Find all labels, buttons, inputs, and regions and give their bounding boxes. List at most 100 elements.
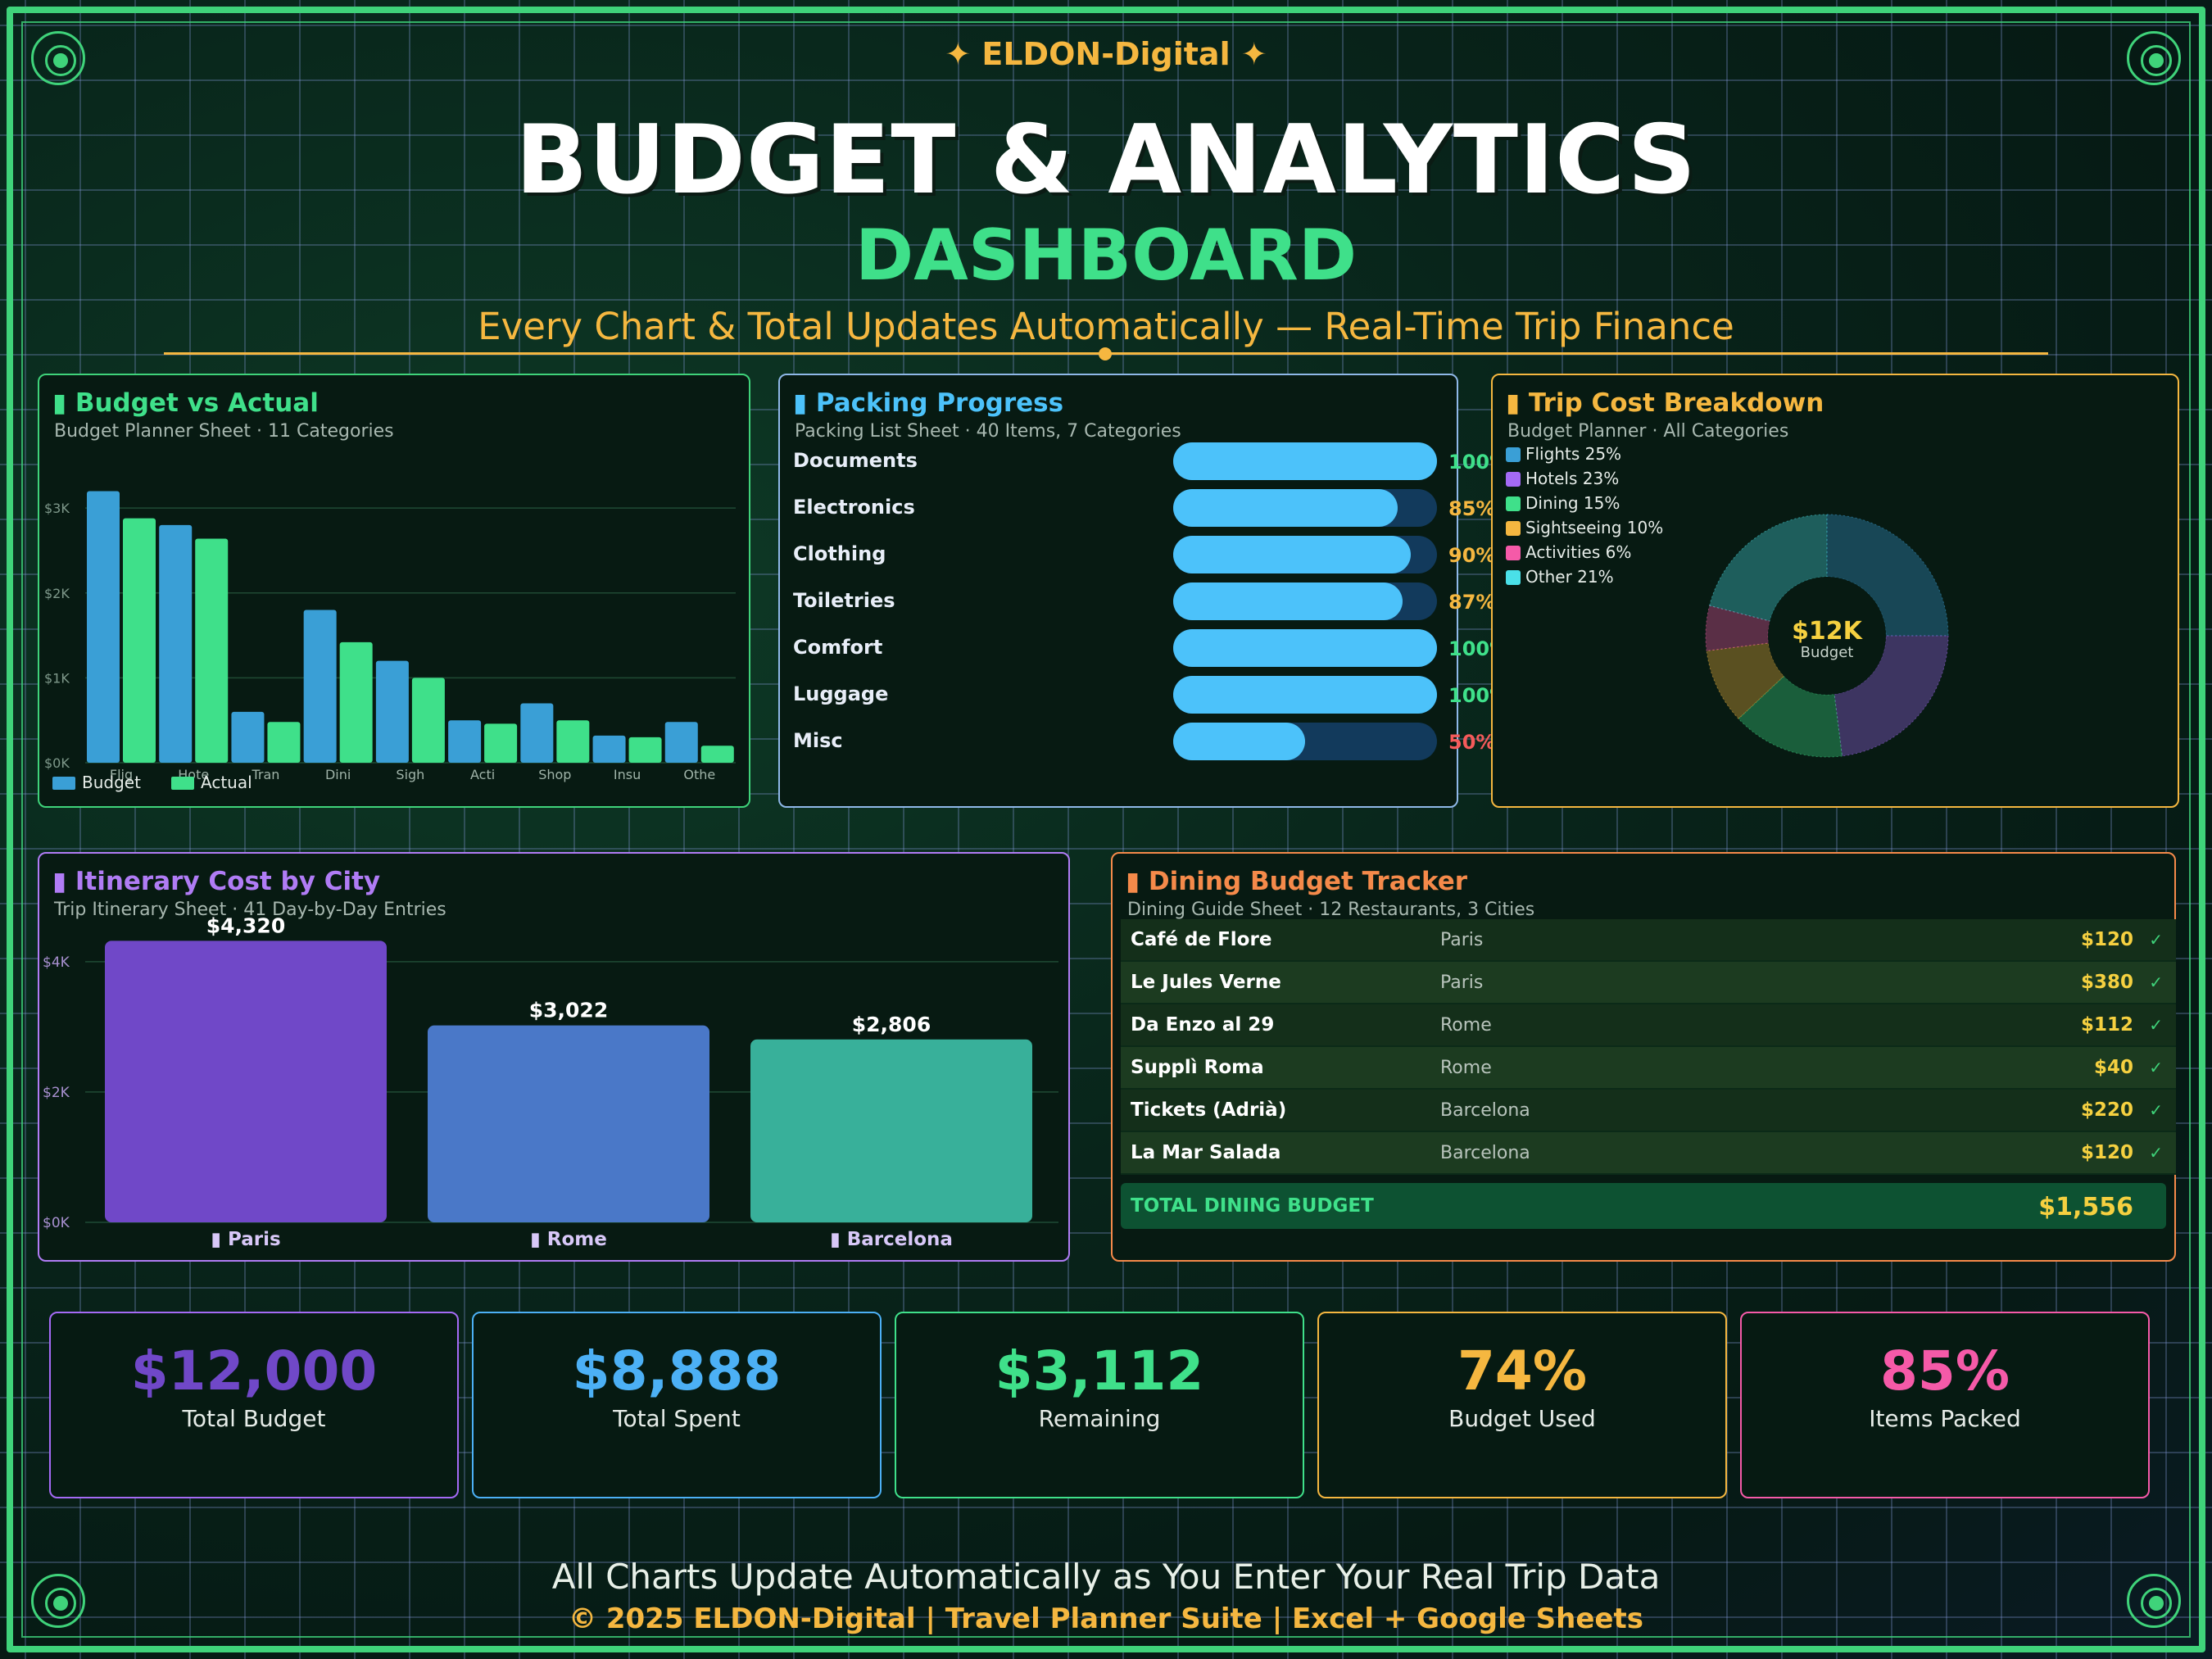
legend-label: Hotels 23% <box>1525 469 1620 488</box>
packing-category-label: Electronics <box>793 496 915 519</box>
y-tick-label: $3K <box>44 501 70 516</box>
divider-dot <box>1099 347 1112 360</box>
panel-title: ▮ Trip Cost Breakdown <box>1506 388 1824 418</box>
legend-swatch <box>52 777 75 790</box>
page-title: BUDGET & ANALYTICS <box>514 105 1697 215</box>
progress-fill <box>1173 442 1437 480</box>
progress-fill <box>1173 629 1437 667</box>
kpi-label: Total Budget <box>182 1405 326 1432</box>
corner-ornament-icon <box>31 1574 85 1628</box>
panel-subtitle: Budget Planner · All Categories <box>1507 421 1789 442</box>
panel-subtitle: Dining Guide Sheet · 12 Restaurants, 3 C… <box>1127 900 1535 920</box>
bar-actual <box>267 722 301 763</box>
panel-title: ▮ Dining Budget Tracker <box>1126 867 1468 896</box>
corner-ornament-icon <box>31 31 85 85</box>
bar-budget <box>664 722 698 763</box>
city-bar <box>750 1039 1032 1222</box>
bar-value-label: $3,022 <box>529 999 608 1022</box>
panel-subtitle: Packing List Sheet · 40 Items, 7 Categor… <box>795 421 1181 442</box>
pie-slice <box>1834 635 1949 757</box>
restaurant-name: Da Enzo al 29 <box>1131 1014 1275 1036</box>
x-tick-label: Dini <box>325 767 351 782</box>
kpi-label: Total Spent <box>613 1405 741 1432</box>
restaurant-name: Le Jules Verne <box>1131 972 1281 993</box>
table-row: Supplì Roma Rome $40 ✓ <box>1121 1047 2176 1090</box>
packing-category-label: Comfort <box>793 636 883 659</box>
donut-hole <box>1768 577 1886 695</box>
brand-name: ✦ ELDON-Digital ✦ <box>945 36 1267 72</box>
bar-actual <box>556 720 590 763</box>
trip-cost-panel: ▮ Trip Cost Breakdown Budget Planner · A… <box>1491 374 2179 808</box>
legend-label: Budget <box>82 773 141 792</box>
legend-label: Other 21% <box>1525 567 1614 587</box>
y-tick-label: $0K <box>44 755 70 771</box>
bar-budget <box>159 524 193 763</box>
bar-actual <box>339 641 373 763</box>
dining-total-value: $1,556 <box>2038 1193 2133 1222</box>
progress-track <box>1173 723 1437 760</box>
legend-label: Sightseeing 10% <box>1525 518 1664 537</box>
table-row: La Mar Salada Barcelona $120 ✓ <box>1121 1132 2176 1175</box>
progress-fill <box>1173 723 1305 760</box>
y-tick-label: $1K <box>44 670 70 686</box>
x-tick-label: ▮ Barcelona <box>830 1229 953 1250</box>
progress-percent: 87% <box>1448 591 1496 614</box>
restaurant-city: Rome <box>1440 1015 1492 1036</box>
bar-actual <box>628 737 662 763</box>
restaurant-price: $220 <box>2080 1099 2133 1121</box>
check-icon: ✓ <box>2149 1015 2163 1035</box>
progress-fill <box>1173 582 1403 620</box>
dining-table: Café de Flore Paris $120 ✓ Le Jules Vern… <box>1121 919 2176 1175</box>
panel-subtitle: Trip Itinerary Sheet · 41 Day-by-Day Ent… <box>54 900 446 920</box>
y-tick-label: $4K <box>43 954 70 971</box>
restaurant-price: $120 <box>2080 929 2133 950</box>
restaurant-name: Supplì Roma <box>1131 1057 1264 1078</box>
packing-row: Documents 100% <box>793 442 1509 482</box>
kpi-card-budget-used: 74% Budget Used <box>1317 1312 1727 1498</box>
table-row: Tickets (Adrià) Barcelona $220 ✓ <box>1121 1090 2176 1132</box>
packing-category-label: Misc <box>793 729 843 752</box>
legend-swatch <box>1506 472 1521 487</box>
y-tick-label: $2K <box>44 586 70 601</box>
kpi-card-total-budget: $12,000 Total Budget <box>49 1312 459 1498</box>
pie-slice <box>1709 514 1828 622</box>
bar-actual <box>411 678 445 763</box>
y-tick-label: $2K <box>43 1085 70 1101</box>
restaurant-city: Rome <box>1440 1058 1492 1078</box>
bar-budget <box>303 610 337 763</box>
legend-swatch <box>1506 447 1521 462</box>
donut-center-label: Budget <box>1801 644 1854 661</box>
progress-percent: 85% <box>1448 497 1496 520</box>
progress-track <box>1173 442 1437 480</box>
packing-row: Clothing 90% <box>793 536 1498 575</box>
progress-fill <box>1173 536 1411 573</box>
legend-label: Actual <box>201 773 252 792</box>
panel-title: ▮ Itinerary Cost by City <box>52 867 381 896</box>
itinerary-city-chart: $0K $2K $4K $4,320 ▮ Paris $3,022 ▮ Rome $2,806… <box>43 913 1058 1250</box>
legend-label: Activities 6% <box>1525 542 1632 562</box>
packing-category-label: Documents <box>793 449 918 472</box>
footer-copyright: © 2025 ELDON-Digital | Travel Planner Su… <box>569 1602 1643 1635</box>
progress-track <box>1173 536 1437 573</box>
progress-track <box>1173 629 1437 667</box>
pie-slice <box>1826 514 1949 637</box>
kpi-card-total-spent: $8,888 Total Spent <box>472 1312 882 1498</box>
dining-total-row: TOTAL DINING BUDGET $1,556 <box>1121 1183 2166 1229</box>
outer-frame <box>7 7 2205 1652</box>
packing-row: Comfort 100% <box>793 629 1509 669</box>
packing-category-label: Toiletries <box>793 589 895 612</box>
legend-item: Other 21% <box>1506 567 1614 588</box>
restaurant-name: La Mar Salada <box>1131 1142 1281 1163</box>
legend-swatch <box>1506 521 1521 536</box>
panel-subtitle: Budget Planner Sheet · 11 Categories <box>54 421 394 442</box>
packing-progress-panel: ▮ Packing Progress Packing List Sheet · … <box>778 374 1509 808</box>
kpi-card-items-packed: 85% Items Packed <box>1740 1312 2150 1498</box>
packing-row: Toiletries 87% <box>793 582 1498 622</box>
check-icon: ✓ <box>2149 1100 2163 1120</box>
restaurant-price: $120 <box>2080 1142 2133 1163</box>
restaurant-name: Tickets (Adrià) <box>1131 1099 1287 1121</box>
legend-label: Flights 25% <box>1525 444 1622 464</box>
x-tick-label: Sigh <box>396 767 424 782</box>
